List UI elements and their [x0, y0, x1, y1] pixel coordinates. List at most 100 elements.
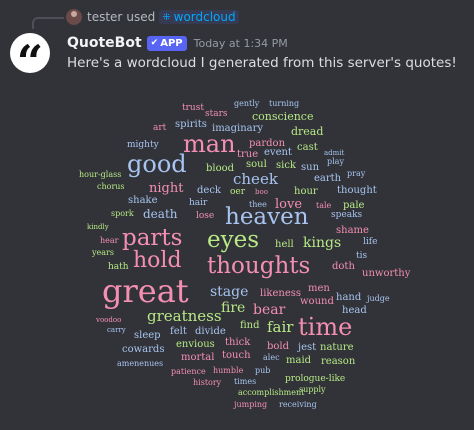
- word: stars: [205, 109, 228, 119]
- word: kindly: [87, 223, 109, 231]
- word: mighty: [127, 140, 159, 150]
- word: hand: [336, 292, 362, 303]
- reply-used-text: used: [126, 10, 156, 24]
- word: parts: [122, 225, 183, 251]
- word: nature: [320, 342, 354, 353]
- word: thoughts: [207, 253, 311, 279]
- word: eyes: [207, 227, 260, 253]
- word: years: [92, 248, 114, 257]
- app-badge: ✔ APP: [146, 35, 187, 51]
- word: pardon: [249, 138, 286, 149]
- word: dread: [291, 125, 324, 138]
- word: shame: [336, 225, 369, 236]
- reply-connector: [32, 17, 64, 29]
- word: judge: [367, 294, 390, 303]
- bot-avatar[interactable]: “: [10, 33, 50, 85]
- word: admit: [324, 149, 345, 157]
- word: boo: [255, 188, 268, 196]
- word: wound: [300, 296, 334, 307]
- word: reason: [321, 356, 356, 367]
- word: alec: [263, 353, 280, 362]
- word: cheek: [233, 170, 278, 188]
- word: bold: [267, 341, 290, 352]
- word: art: [153, 123, 167, 133]
- word: hold: [133, 248, 182, 273]
- word: maid: [286, 355, 312, 366]
- word: jest: [298, 342, 317, 353]
- word: shake: [128, 195, 158, 206]
- verified-check-icon: ✔: [150, 38, 159, 48]
- message-timestamp[interactable]: Today at 1:34 PM: [193, 36, 288, 50]
- word: blood: [206, 163, 235, 174]
- word: hour: [294, 186, 318, 197]
- word: hour-glass: [79, 170, 122, 179]
- word: accomplishment: [238, 388, 305, 397]
- word: man: [183, 130, 236, 158]
- word: trust: [182, 103, 204, 113]
- word: sleep: [134, 330, 161, 341]
- word: mortal: [181, 352, 215, 363]
- word: spirits: [175, 119, 207, 130]
- word: hath: [108, 262, 129, 272]
- word: gently: [234, 99, 260, 108]
- word: death: [143, 207, 178, 221]
- word: speaks: [331, 210, 363, 220]
- word: deck: [197, 185, 221, 196]
- word: tis: [356, 251, 368, 261]
- bot-name[interactable]: QuoteBot: [67, 35, 142, 51]
- word: envious: [176, 339, 215, 350]
- command-mention[interactable]: ⁜ wordcloud: [159, 10, 239, 24]
- word: doth: [332, 261, 355, 272]
- word: voodoo: [96, 316, 122, 324]
- word: heaven: [225, 204, 309, 230]
- word: soul: [246, 159, 267, 170]
- word: great: [102, 272, 189, 310]
- word: fire: [221, 300, 246, 316]
- word: hair: [189, 198, 208, 208]
- user-mini-avatar[interactable]: [66, 9, 82, 25]
- word: thick: [225, 337, 251, 348]
- word: time: [298, 313, 353, 341]
- word: night: [149, 181, 184, 196]
- wordcloud-image[interactable]: trust gently turning stars conscience sp…: [67, 90, 410, 420]
- word: thought: [337, 185, 377, 196]
- word: pray: [347, 169, 366, 178]
- word: turning: [269, 99, 300, 108]
- word: receiving: [279, 400, 317, 409]
- word: cowards: [122, 344, 165, 355]
- word: fair: [267, 318, 294, 336]
- word: prologue-like: [285, 374, 346, 384]
- word: life: [363, 237, 378, 247]
- word: conscience: [252, 110, 314, 123]
- reply-username[interactable]: tester: [87, 10, 123, 24]
- word: event: [264, 147, 292, 158]
- word: true: [237, 149, 259, 160]
- word: lose: [196, 211, 215, 221]
- word: carry: [107, 326, 126, 334]
- word: divide: [195, 326, 226, 337]
- word: head: [342, 305, 367, 316]
- word: touch: [222, 350, 251, 361]
- message-content: Here's a wordcloud I generated from this…: [67, 55, 457, 71]
- word: likeness: [260, 288, 301, 299]
- slash-command-icon: ⁜: [162, 11, 171, 23]
- word: tale: [316, 201, 332, 210]
- word: pub: [255, 366, 271, 375]
- word: love: [275, 197, 303, 212]
- word: history: [193, 378, 222, 387]
- message-header: QuoteBot ✔ APP Today at 1:34 PM: [67, 33, 288, 53]
- word: sun: [301, 162, 320, 173]
- word: supply: [299, 385, 326, 394]
- word: felt: [170, 326, 187, 337]
- word: stage: [210, 284, 249, 300]
- word: greatness: [147, 307, 222, 325]
- word: patience: [171, 367, 206, 376]
- quote-mark-icon: “: [16, 35, 44, 89]
- word: earth: [314, 173, 342, 184]
- reply-header: tester used ⁜ wordcloud: [66, 9, 239, 25]
- word: hell: [275, 239, 294, 250]
- word: men: [308, 283, 330, 294]
- word: find: [240, 320, 260, 331]
- word: thee: [249, 200, 267, 209]
- word: oer: [230, 187, 246, 197]
